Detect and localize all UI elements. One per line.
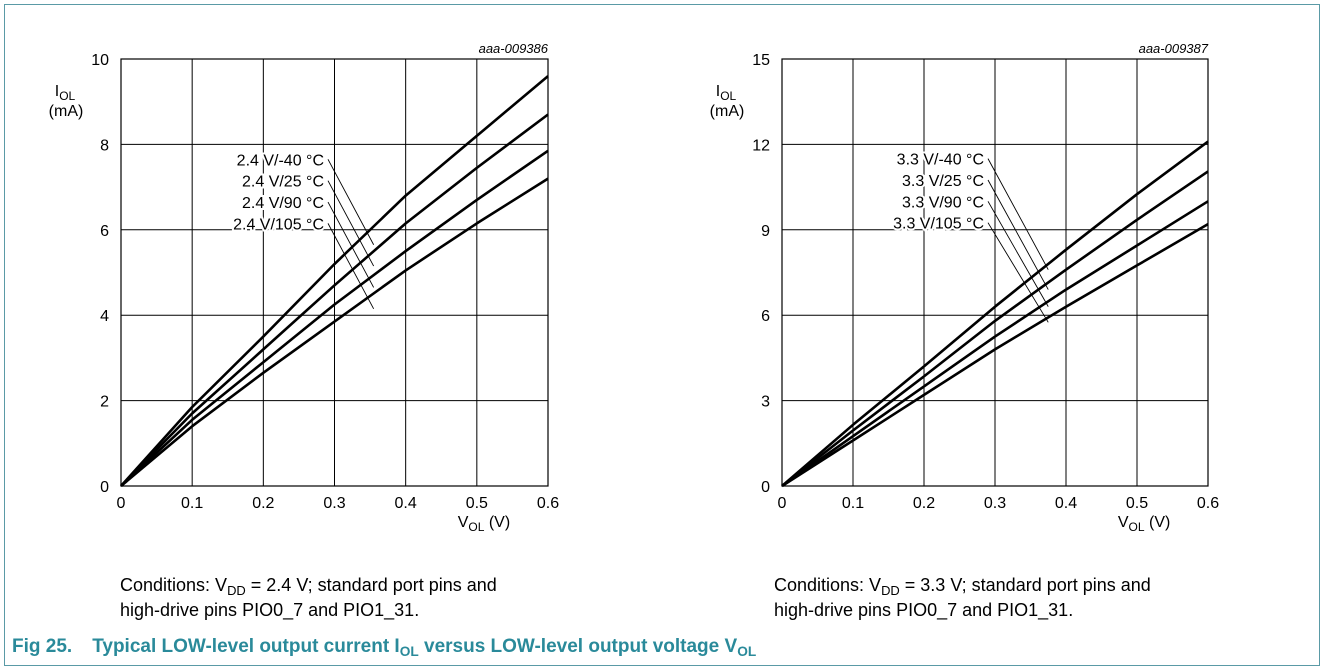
chart-2-leader-line-4 xyxy=(987,222,1049,323)
chart-2-y-tick-label: 15 xyxy=(752,52,770,69)
chart-2-x-tick-label: 0.5 xyxy=(1126,495,1148,512)
chart-1-series-line-4 xyxy=(120,177,549,487)
chart-1-series-label-3: 2.4 V/90 °C xyxy=(242,195,324,212)
conditions-left-sub: DD xyxy=(227,582,246,598)
chart-2-x-tick-label: 0.3 xyxy=(984,495,1006,512)
chart-2-y-axis-label: IOL xyxy=(716,83,737,103)
figure-title-sub-a: OL xyxy=(399,644,419,660)
figure-title-sub-b: OL xyxy=(737,644,757,660)
figure-number: Fig 25. xyxy=(12,636,73,657)
chart-1-y-axis-label-sub: OL xyxy=(59,89,75,103)
conditions-right-sub: DD xyxy=(881,582,900,598)
conditions-right-line2: high-drive pins PIO0_7 and PIO1_31. xyxy=(774,600,1074,620)
chart-2-series-line-2 xyxy=(781,170,1209,488)
conditions-left-prefix: Conditions: V xyxy=(120,575,228,595)
chart-2-x-tick-label: 0.1 xyxy=(842,495,864,512)
chart-1-series-line-3 xyxy=(120,149,549,487)
chart-2-y-tick-label: 6 xyxy=(761,308,770,325)
figure-title-a: Typical LOW-level output current I xyxy=(92,636,400,657)
chart-1-x-axis-unit: (V) xyxy=(484,514,510,531)
chart-2-x-tick-label: 0.2 xyxy=(913,495,935,512)
chart-2-y-tick-label: 9 xyxy=(761,223,770,240)
chart-2-plot-area xyxy=(781,58,1209,487)
chart-1-plot-area xyxy=(120,58,549,487)
figure-title-b: versus LOW-level output voltage V xyxy=(418,636,738,657)
chart-1-series-line-2 xyxy=(120,113,549,487)
chart-1-x-tick-label: 0.6 xyxy=(537,495,559,512)
chart-2-y-tick-label: 0 xyxy=(761,479,770,496)
chart-1-x-axis-label-sub: OL xyxy=(468,520,484,534)
chart-2-series-line-1 xyxy=(781,140,1209,487)
conditions-left: Conditions: VDD = 2.4 V; standard port p… xyxy=(120,573,497,623)
conditions-right-prefix: Conditions: V xyxy=(774,575,882,595)
conditions-left-line2: high-drive pins PIO0_7 and PIO1_31. xyxy=(120,600,420,620)
chart-2-x-tick-label: 0.4 xyxy=(1055,495,1077,512)
chart-1-y-tick-label: 8 xyxy=(100,137,109,154)
chart-1-y-tick-label: 0 xyxy=(100,479,109,496)
chart-1-x-tick-label: 0 xyxy=(117,495,126,512)
chart-2-y-tick-label: 3 xyxy=(761,394,770,411)
chart-1-y-tick-label: 6 xyxy=(100,223,109,240)
chart-1-y-tick-label: 4 xyxy=(100,308,109,325)
chart-2-y-axis-label-sub: OL xyxy=(720,89,736,103)
chart-2-x-axis-label-sub: OL xyxy=(1129,520,1145,534)
chart-1-series-line-1 xyxy=(120,75,549,487)
chart-2-series-line-3 xyxy=(781,200,1209,488)
chart-2-x-axis-label: VOL (V) xyxy=(1118,514,1170,534)
chart-1-series-label-4: 2.4 V/105 °C xyxy=(233,216,324,233)
conditions-left-suffix: = 2.4 V; standard port pins and xyxy=(245,575,497,595)
chart-2-y-axis-unit: (mA) xyxy=(710,103,745,120)
chart-2-series-line-4 xyxy=(781,222,1209,488)
chart-1-y-axis-unit: (mA) xyxy=(49,103,84,120)
chart-1-y-tick-label: 2 xyxy=(100,394,109,411)
chart-2-leader-line-2 xyxy=(987,179,1049,290)
chart-2-leader-line-3 xyxy=(987,201,1049,307)
chart-1-x-axis-label: VOL (V) xyxy=(458,514,510,534)
chart-2-x-tick-label: 0.6 xyxy=(1197,495,1219,512)
chart-1-leader-line-3 xyxy=(327,201,375,288)
chart-2-leader-line-1 xyxy=(987,158,1049,270)
chart-2-id-label: aaa-009387 xyxy=(1139,41,1209,56)
chart-1-series-label-2: 2.4 V/25 °C xyxy=(242,174,324,191)
chart-2-series-label-3: 3.3 V/90 °C xyxy=(902,194,984,211)
chart-1-x-tick-label: 0.2 xyxy=(252,495,274,512)
figure-frame xyxy=(4,4,1320,666)
chart-1-y-axis-label: IOL xyxy=(55,83,76,103)
chart-1-series-label-1: 2.4 V/-40 °C xyxy=(237,152,324,169)
chart-2-series-label-4: 3.3 V/105 °C xyxy=(893,216,984,233)
conditions-right: Conditions: VDD = 3.3 V; standard port p… xyxy=(774,573,1151,623)
chart-2-y-tick-label: 12 xyxy=(752,137,770,154)
chart-1-leader-line-1 xyxy=(327,159,375,245)
chart-2-series-label-2: 3.3 V/25 °C xyxy=(902,173,984,190)
chart-1-x-tick-label: 0.1 xyxy=(181,495,203,512)
figure-caption: Fig 25. Typical LOW-level output current … xyxy=(12,636,756,658)
chart-1-x-tick-label: 0.4 xyxy=(395,495,417,512)
conditions-right-suffix: = 3.3 V; standard port pins and xyxy=(899,575,1151,595)
chart-1-id-label: aaa-009386 xyxy=(479,41,549,56)
chart-2-series-label-1: 3.3 V/-40 °C xyxy=(897,152,984,169)
chart-1-leader-line-4 xyxy=(327,223,375,310)
chart-2-x-axis-unit: (V) xyxy=(1145,514,1171,531)
chart-1-x-tick-label: 0.3 xyxy=(323,495,345,512)
chart-2-x-tick-label: 0 xyxy=(778,495,787,512)
chart-1-x-tick-label: 0.5 xyxy=(466,495,488,512)
chart-1-y-tick-label: 10 xyxy=(91,52,109,69)
chart-1-leader-line-2 xyxy=(327,180,375,267)
